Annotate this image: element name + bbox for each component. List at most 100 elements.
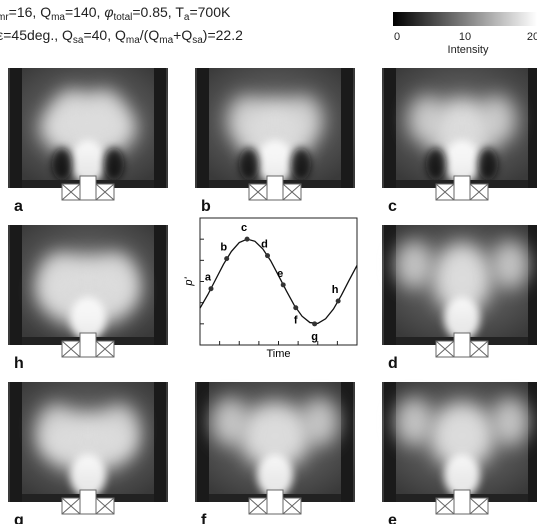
header-line: mr=16, Qma=140, φtotal=0.85, Ta=700K — [0, 4, 231, 23]
plume-lobe — [227, 95, 266, 144]
phase-label: a — [205, 272, 212, 284]
burner-nozzle — [266, 489, 284, 515]
panel-label: e — [388, 512, 397, 524]
plume-core — [444, 453, 480, 498]
symbol: φ — [104, 4, 113, 20]
burner-cross — [435, 183, 455, 201]
plume-core — [444, 139, 480, 184]
phase-label: e — [277, 268, 283, 280]
text: =700K — [189, 4, 231, 20]
wall — [197, 382, 209, 502]
flame-image — [195, 382, 355, 515]
subscript: ma — [126, 35, 140, 46]
burner-nozzle — [79, 332, 97, 358]
colorbar-tick-label: 0 — [394, 31, 400, 43]
phase-label: b — [220, 242, 227, 254]
colorbar-label: Intensity — [448, 44, 489, 56]
wall — [10, 225, 22, 345]
plume-lobe — [490, 397, 530, 446]
text: ε=45deg., Q — [0, 27, 73, 43]
text: =40, Q — [83, 27, 126, 43]
burner-cross — [435, 340, 455, 358]
panel-label: g — [14, 512, 24, 524]
header-line: ε=45deg., Qsa=40, Qma/(Qma+Qsa)=22.2 — [0, 27, 243, 46]
plume-lobe — [52, 89, 92, 138]
burner-cross — [95, 183, 115, 201]
burner-cross — [282, 497, 302, 515]
plume-lobe — [407, 95, 446, 144]
wall — [197, 68, 209, 188]
dark-vortex — [52, 148, 72, 180]
dark-vortex — [239, 148, 259, 180]
plume — [430, 402, 494, 470]
wall — [154, 225, 166, 345]
dark-vortex — [291, 148, 311, 180]
phase-point — [280, 282, 286, 288]
subscript: sa — [192, 35, 203, 46]
burner-cross — [95, 340, 115, 358]
burner-cross — [95, 497, 115, 515]
wall — [384, 382, 396, 502]
burner-nozzle — [453, 489, 471, 515]
subscript: mr — [0, 12, 9, 23]
panel-label: a — [14, 198, 23, 215]
dark-vortex — [104, 148, 124, 180]
wall — [154, 382, 166, 502]
wall — [10, 68, 22, 188]
plume-lobe — [394, 397, 434, 446]
wall — [10, 382, 22, 502]
dark-vortex — [478, 148, 498, 180]
text: /(Q — [140, 27, 160, 43]
flame-image — [8, 225, 168, 358]
burner-nozzle — [79, 175, 97, 201]
burner-cross — [61, 340, 81, 358]
text: +Q — [173, 27, 192, 43]
plume-core — [70, 296, 106, 341]
phase-point — [293, 305, 299, 311]
plume-lobe — [84, 89, 124, 138]
wall — [341, 382, 353, 502]
phase-label: c — [241, 222, 247, 234]
flame-image — [382, 68, 537, 201]
burner-cross — [469, 497, 489, 515]
text: )=22.2 — [203, 27, 243, 43]
phase-point — [244, 236, 250, 242]
text: =0.85, T — [132, 4, 184, 20]
plume-lobe — [36, 403, 76, 452]
phase-label: f — [294, 315, 298, 327]
panel-label: b — [201, 198, 211, 215]
wall — [528, 382, 537, 502]
subscript: a — [184, 12, 190, 23]
phase-label: h — [332, 284, 339, 296]
phase-point — [208, 286, 214, 292]
plume — [433, 243, 491, 315]
phase-point — [312, 321, 318, 327]
plume-core — [70, 139, 106, 184]
plume-core — [70, 453, 106, 498]
panel-label: h — [14, 355, 24, 372]
flame-image — [382, 225, 537, 358]
plume-lobe — [100, 403, 140, 452]
plume-core — [257, 453, 293, 498]
y-axis-label: p' — [183, 276, 195, 286]
phase-label: d — [261, 239, 268, 251]
panel-label: c — [388, 198, 397, 215]
plume-lobe — [300, 397, 339, 446]
subscript: sa — [73, 35, 84, 46]
phase-label: g — [311, 331, 318, 343]
panel-label: f — [201, 512, 207, 524]
plume-lobe — [40, 252, 79, 301]
subscript: ma — [159, 35, 173, 46]
plume-lobe — [211, 397, 250, 446]
text: =16, Q — [9, 4, 52, 20]
plume-lobe — [284, 95, 323, 144]
dark-vortex — [426, 148, 446, 180]
colorbar — [393, 12, 537, 26]
flame-image — [8, 382, 168, 515]
colorbar-tick-label: 10 — [459, 31, 471, 43]
burner-nozzle — [266, 175, 284, 201]
x-axis-label: Time — [266, 348, 290, 360]
phase-point — [265, 253, 271, 259]
burner-nozzle — [453, 332, 471, 358]
